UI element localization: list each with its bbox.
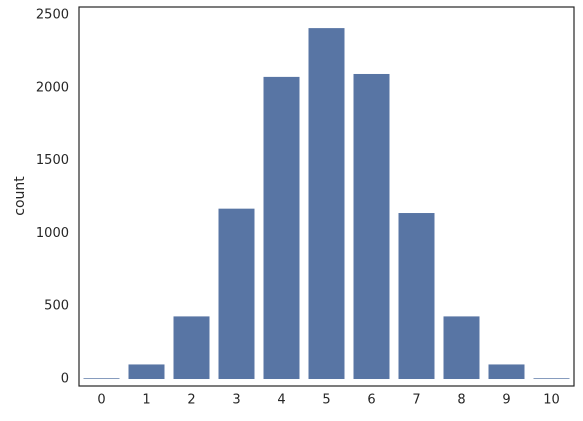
bar [533,378,570,380]
bar [488,364,525,380]
bar [218,208,255,380]
y-tick-label: 0 [61,372,69,387]
bar [398,213,435,380]
bar [353,73,390,380]
x-tick-label: 8 [457,393,465,408]
y-axis-label: count [12,176,28,216]
y-tick-label: 2000 [36,80,69,95]
y-tick-label: 1500 [36,153,69,168]
bar [128,364,165,380]
x-tick-label: 10 [543,393,560,408]
bar [443,316,480,380]
y-tick-label: 2500 [36,8,69,23]
bar [173,316,210,380]
bar [263,76,300,380]
x-tick-label: 9 [502,393,510,408]
bar [83,378,120,380]
x-tick-label: 3 [232,393,240,408]
x-tick-label: 0 [97,393,105,408]
plot-frame [78,6,575,387]
x-tick-label: 5 [322,393,330,408]
x-tick-label: 4 [277,393,285,408]
bar [308,28,345,380]
y-tick-label: 1000 [36,226,69,241]
y-tick-label: 500 [44,299,69,314]
x-tick-label: 2 [187,393,195,408]
x-tick-label: 7 [412,393,420,408]
x-tick-label: 1 [142,393,150,408]
x-tick-label: 6 [367,393,375,408]
